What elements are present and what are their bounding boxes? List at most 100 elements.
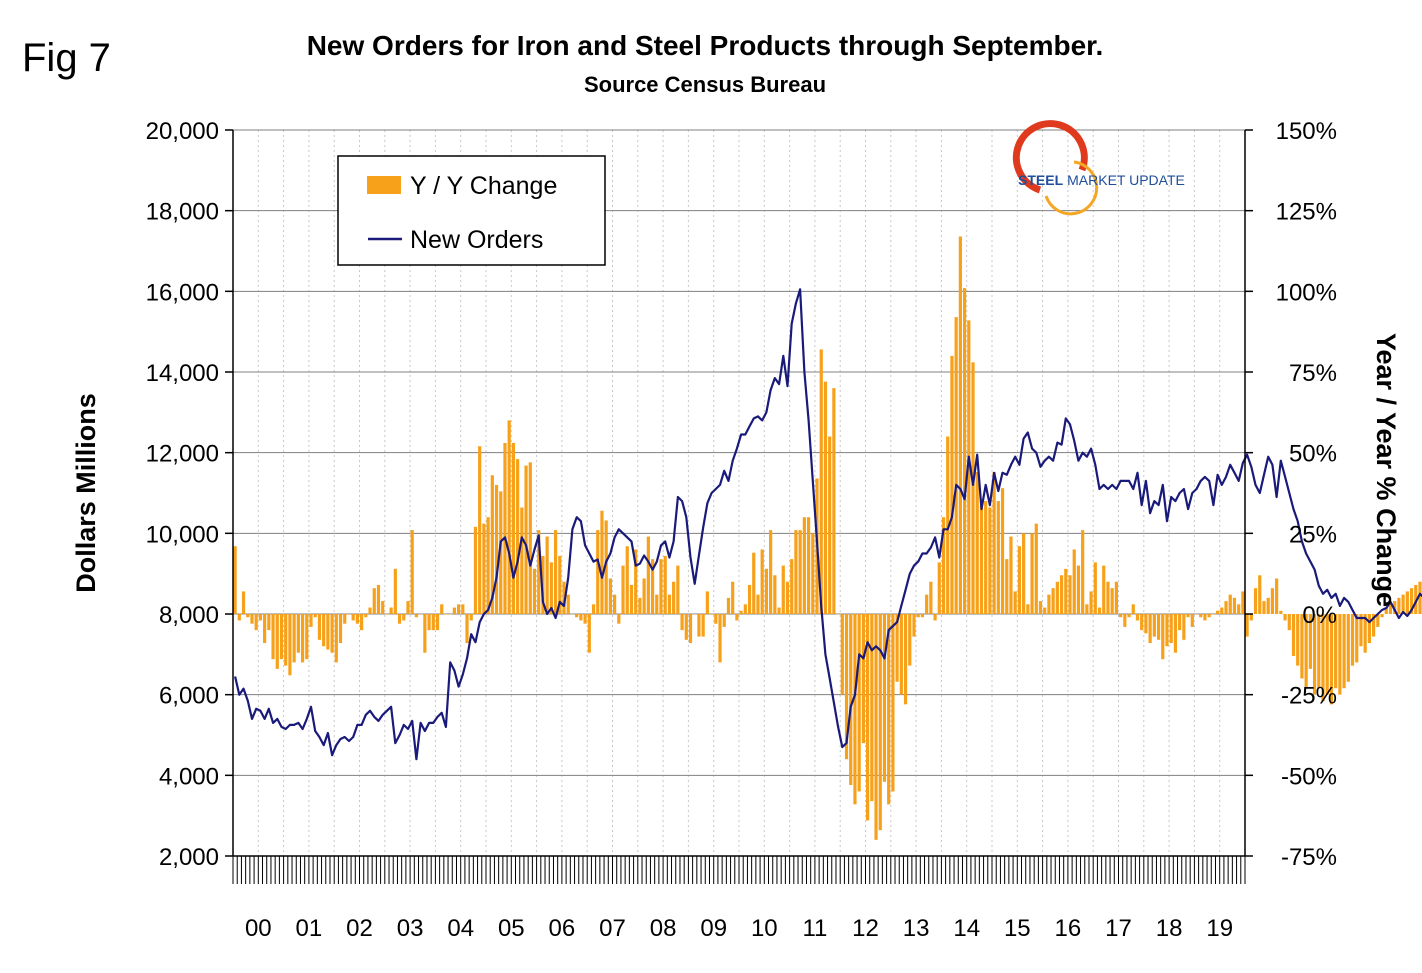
yy-change-bar xyxy=(1262,601,1266,614)
x-tick-label: 10 xyxy=(751,915,778,942)
yy-change-bar xyxy=(1182,614,1186,640)
yy-change-bar xyxy=(414,614,419,618)
yy-change-bar xyxy=(1249,614,1253,621)
yy-change-bar xyxy=(296,614,300,653)
yy-change-bar xyxy=(583,614,587,624)
yy-change-bar xyxy=(1076,565,1081,614)
yy-change-bar xyxy=(520,507,524,614)
yy-change-bar xyxy=(1152,614,1156,637)
yy-change-bar xyxy=(355,614,359,624)
yy-change-bar xyxy=(1317,614,1321,689)
yy-change-bar xyxy=(625,546,629,614)
yy-change-bar xyxy=(1266,597,1270,614)
yy-change-bar xyxy=(688,614,693,644)
yy-change-bar xyxy=(1329,614,1334,705)
yy-change-bar xyxy=(1034,523,1038,614)
y2-tick-label: -75% xyxy=(1281,844,1337,871)
yy-change-bar xyxy=(1338,614,1342,695)
yy-change-bar xyxy=(419,614,423,615)
yy-change-bar xyxy=(638,597,642,614)
yy-change-bar xyxy=(545,536,549,614)
yy-change-bar xyxy=(722,614,726,627)
brand-logo: STEEL MARKET UPDATE xyxy=(1012,120,1185,216)
yy-change-bar xyxy=(621,565,625,614)
yy-change-bar xyxy=(684,614,688,640)
yy-change-bar xyxy=(790,559,794,614)
yy-change-bar xyxy=(1148,614,1152,644)
yy-change-bar xyxy=(1161,614,1165,660)
yy-change-bar xyxy=(1232,597,1237,614)
yy-change-bar xyxy=(646,536,650,614)
yy-change-bar xyxy=(1085,604,1089,614)
x-tick-label: 06 xyxy=(549,915,576,942)
yy-change-bar xyxy=(1304,614,1308,689)
figure-label: Fig 7 xyxy=(22,36,111,80)
yy-change-bar xyxy=(676,565,680,614)
yy-change-bar xyxy=(1017,546,1022,614)
yy-change-bar xyxy=(456,604,461,614)
yy-change-bar xyxy=(958,236,962,615)
y2-tick-label: 50% xyxy=(1289,441,1337,468)
x-tick-label: 00 xyxy=(245,915,272,942)
yy-change-bar xyxy=(925,594,929,614)
x-tick-label: 07 xyxy=(599,915,626,942)
yy-change-bar xyxy=(899,614,903,695)
yy-change-bar xyxy=(617,614,621,624)
y-tick-label: 12,000 xyxy=(146,441,219,468)
yy-change-bar xyxy=(1199,614,1203,618)
yy-change-bar xyxy=(1376,614,1380,627)
yy-change-bar xyxy=(1123,614,1127,627)
yy-change-bar xyxy=(659,559,663,614)
yy-change-bar xyxy=(663,555,667,614)
yy-change-bar xyxy=(908,614,912,666)
yy-change-bar xyxy=(553,530,558,614)
yy-change-bar xyxy=(343,614,347,624)
yy-change-bar xyxy=(233,546,237,614)
yy-change-bar xyxy=(979,501,984,614)
yy-change-bar xyxy=(1308,614,1312,669)
yy-change-bar xyxy=(992,472,996,614)
yy-change-bar xyxy=(895,614,899,682)
yy-change-bar xyxy=(1275,578,1279,614)
x-tick-label: 09 xyxy=(700,915,727,942)
yy-change-bar xyxy=(971,362,975,614)
yy-change-bar xyxy=(882,614,887,782)
yy-change-bar xyxy=(322,614,326,647)
yy-change-bar xyxy=(440,604,444,614)
yy-change-bar xyxy=(364,614,368,618)
yy-change-bar xyxy=(996,501,1000,614)
x-tick-label: 05 xyxy=(498,915,525,942)
logo-strong-text: STEEL xyxy=(1018,172,1064,188)
yy-change-bar xyxy=(570,614,575,615)
yy-change-bar xyxy=(878,614,882,831)
yy-change-bar xyxy=(743,604,747,614)
legend: Y / Y Change New Orders xyxy=(337,155,606,266)
yy-change-bar xyxy=(819,349,823,614)
yy-change-bar xyxy=(1186,614,1190,618)
yy-change-bar xyxy=(1279,610,1283,614)
yy-change-bar xyxy=(360,614,364,631)
yy-change-bar xyxy=(823,381,828,614)
yy-change-bar xyxy=(254,614,258,631)
x-tick-label: 08 xyxy=(650,915,677,942)
yy-change-bar xyxy=(330,614,334,653)
yy-change-bar xyxy=(866,614,870,821)
yy-change-bar xyxy=(292,614,296,663)
yy-change-bar xyxy=(461,604,465,614)
yy-change-bar xyxy=(347,614,351,615)
yy-change-bar xyxy=(1283,614,1287,621)
yy-change-bar xyxy=(693,614,697,615)
yy-change-bar xyxy=(975,472,979,614)
yy-change-bar xyxy=(435,614,440,631)
legend-label-yy-change: Y / Y Change xyxy=(410,172,557,200)
yy-change-bar xyxy=(478,446,482,614)
yy-change-bar xyxy=(806,517,811,614)
yy-change-bar xyxy=(752,552,756,614)
yy-change-bar xyxy=(798,530,802,614)
yy-change-bar xyxy=(726,597,731,614)
yy-change-bar xyxy=(1215,610,1220,614)
yy-change-bar xyxy=(680,614,684,631)
x-tick-label: 03 xyxy=(397,915,424,942)
yy-change-bar xyxy=(916,614,920,618)
